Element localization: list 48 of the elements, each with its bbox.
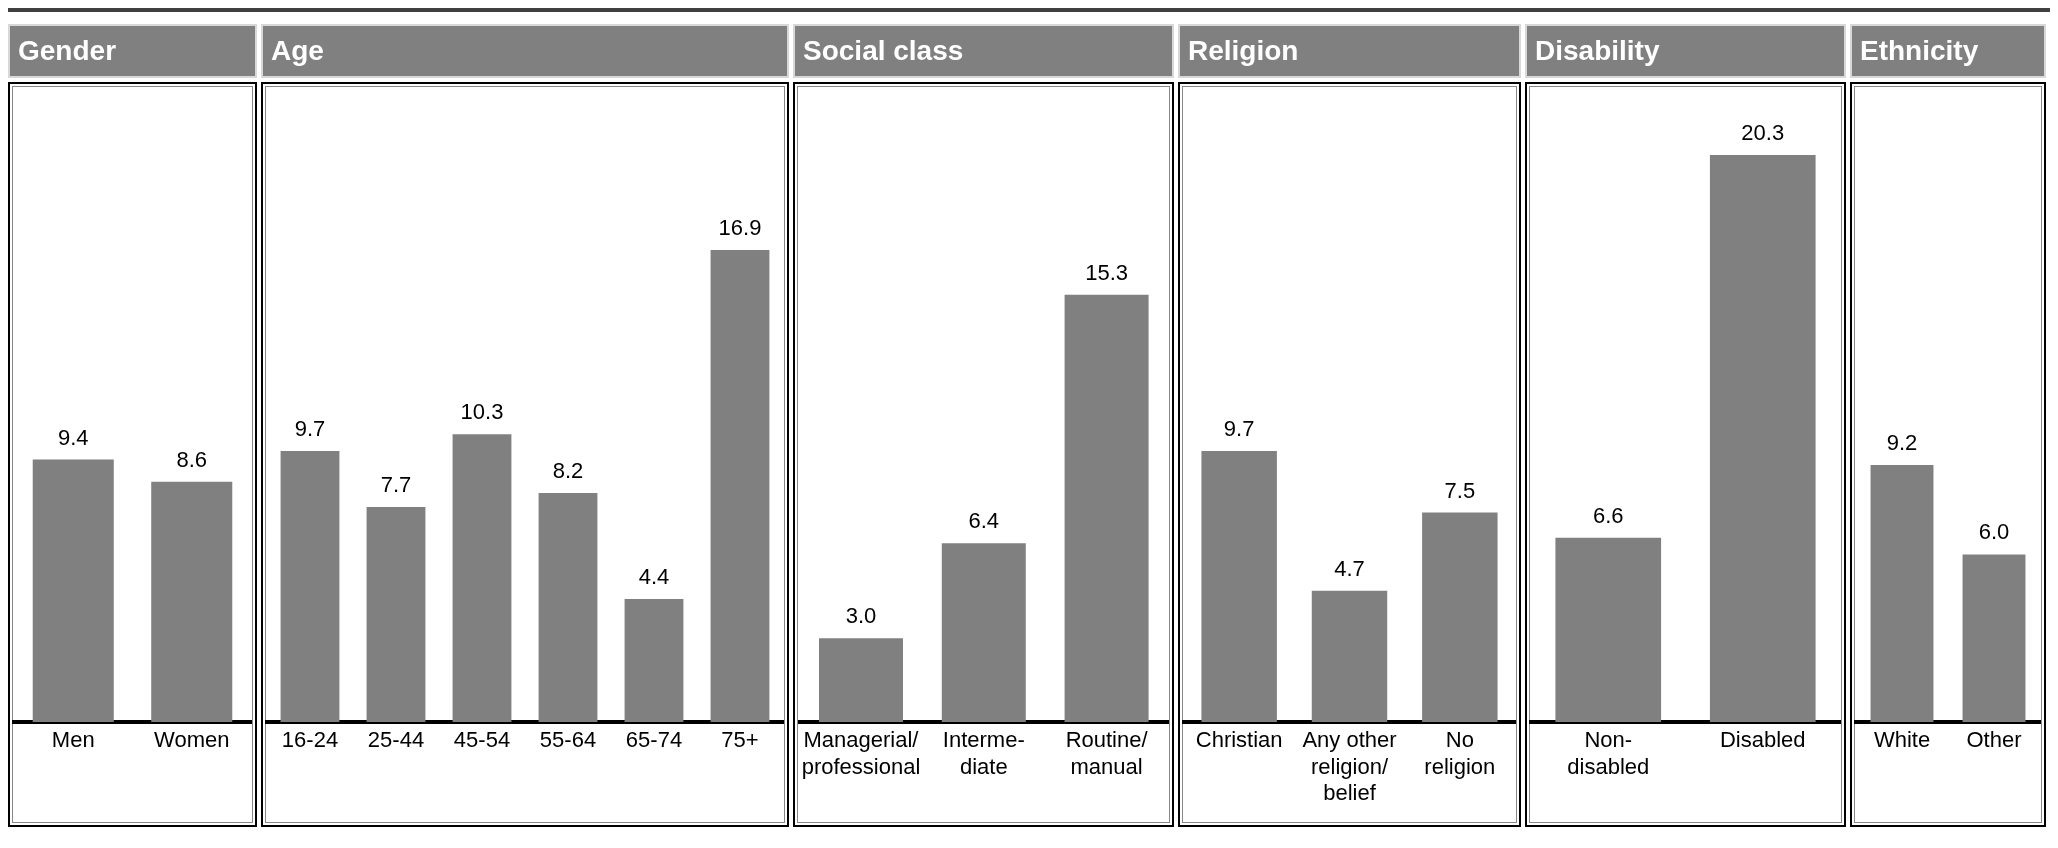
x-tick-label: Managerial/ professional [801, 727, 921, 779]
x-tick-label: Women [154, 727, 230, 753]
chart-title: Social class [793, 24, 1174, 78]
data-label: 9.2 [1886, 430, 1918, 456]
data-label: 6.4 [968, 508, 1000, 534]
x-tick-label: 16-24 [281, 727, 339, 753]
bar [624, 599, 684, 722]
x-tick-label: White [1873, 727, 1931, 753]
bar [452, 434, 512, 722]
data-label: 7.5 [1444, 477, 1476, 503]
data-label: 20.3 [1741, 120, 1785, 146]
chart-title: Gender [8, 24, 257, 78]
chart-title: Religion [1178, 24, 1521, 78]
bar [538, 492, 598, 722]
data-label: 4.4 [638, 564, 670, 590]
x-tick-label: 65-74 [625, 727, 683, 753]
data-label: 4.7 [1334, 555, 1365, 581]
x-tick-label: Any other religion/ belief [1302, 727, 1397, 806]
chart-title: Ethnicity [1850, 24, 2046, 78]
x-tick-label: Routine/ manual [1065, 727, 1149, 779]
data-label: 7.7 [380, 472, 412, 498]
data-label: 8.6 [176, 446, 208, 472]
bar [710, 250, 770, 722]
x-tick-label: 75+ [721, 727, 759, 753]
x-tick-label: 55-64 [539, 727, 597, 753]
x-tick-label: No religion [1424, 727, 1496, 779]
x-tick-label: Disabled [1719, 727, 1806, 753]
data-label: 16.9 [718, 215, 762, 241]
x-tick-label: Christian [1195, 727, 1283, 753]
data-label: 6.0 [1978, 519, 2010, 545]
bar [366, 506, 426, 722]
data-label: 15.3 [1085, 259, 1129, 285]
data-label: 9.7 [1223, 416, 1255, 442]
data-label: 9.7 [294, 416, 326, 442]
x-tick-label: Non- disabled [1567, 727, 1650, 779]
chart-title: Age [261, 24, 789, 78]
x-tick-label: Men [51, 727, 95, 753]
data-label: 9.4 [57, 424, 89, 450]
bar [280, 451, 340, 722]
x-tick-label: 45-54 [453, 727, 511, 753]
x-tick-label: Other [1966, 727, 2022, 753]
data-label: 10.3 [460, 399, 504, 425]
x-tick-label: 25-44 [367, 727, 425, 753]
x-tick-label: Interme- diate [942, 727, 1025, 779]
data-label: 8.2 [552, 458, 584, 484]
chart-title: Disability [1525, 24, 1846, 78]
data-label: 6.6 [1592, 502, 1624, 528]
data-label: 3.0 [845, 603, 877, 629]
